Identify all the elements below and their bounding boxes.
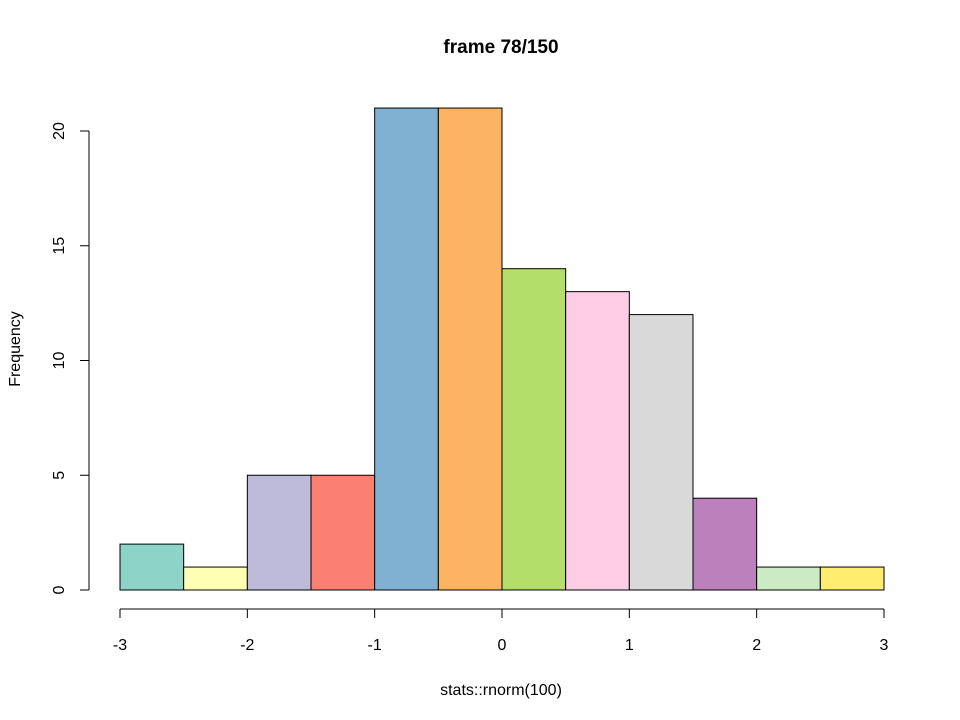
histogram-bar-11	[819, 566, 885, 591]
histogram-bar-0	[119, 543, 185, 591]
x-tick-label-3: 0	[498, 637, 507, 654]
histogram-bar-4	[374, 107, 439, 591]
bars-group	[119, 107, 885, 591]
histogram-bar-5	[437, 107, 503, 591]
histogram-bar-2	[246, 474, 312, 591]
y-tick-label-0: 0	[51, 585, 68, 594]
histogram-bar-6	[501, 268, 567, 591]
x-tick-label-4: 1	[625, 637, 634, 654]
x-tick-label-0: -3	[113, 637, 127, 654]
histogram-bar-7	[565, 291, 630, 591]
y-tick-label-3: 15	[51, 237, 68, 255]
y-axis-label: Frequency	[7, 311, 24, 387]
y-axis: 0 5 10 15 20	[51, 122, 90, 594]
x-axis: -3 -2 -1 0 1 2 3	[113, 608, 889, 654]
x-tick-label-6: 3	[880, 637, 889, 654]
x-tick-label-2: -1	[368, 637, 382, 654]
histogram-bar-8	[628, 314, 694, 591]
x-tick-label-5: 2	[752, 637, 761, 654]
y-tick-label-2: 10	[51, 352, 68, 370]
y-tick-label-4: 20	[51, 122, 68, 140]
y-tick-label-1: 5	[51, 471, 68, 480]
histogram-bar-9	[692, 497, 758, 591]
histogram-bar-10	[756, 566, 821, 591]
x-tick-label-1: -2	[240, 637, 254, 654]
histogram-bar-1	[183, 566, 248, 591]
histogram-bar-3	[310, 474, 376, 591]
x-axis-label: stats::rnorm(100)	[440, 682, 562, 699]
chart-title: frame 78/150	[443, 37, 558, 58]
